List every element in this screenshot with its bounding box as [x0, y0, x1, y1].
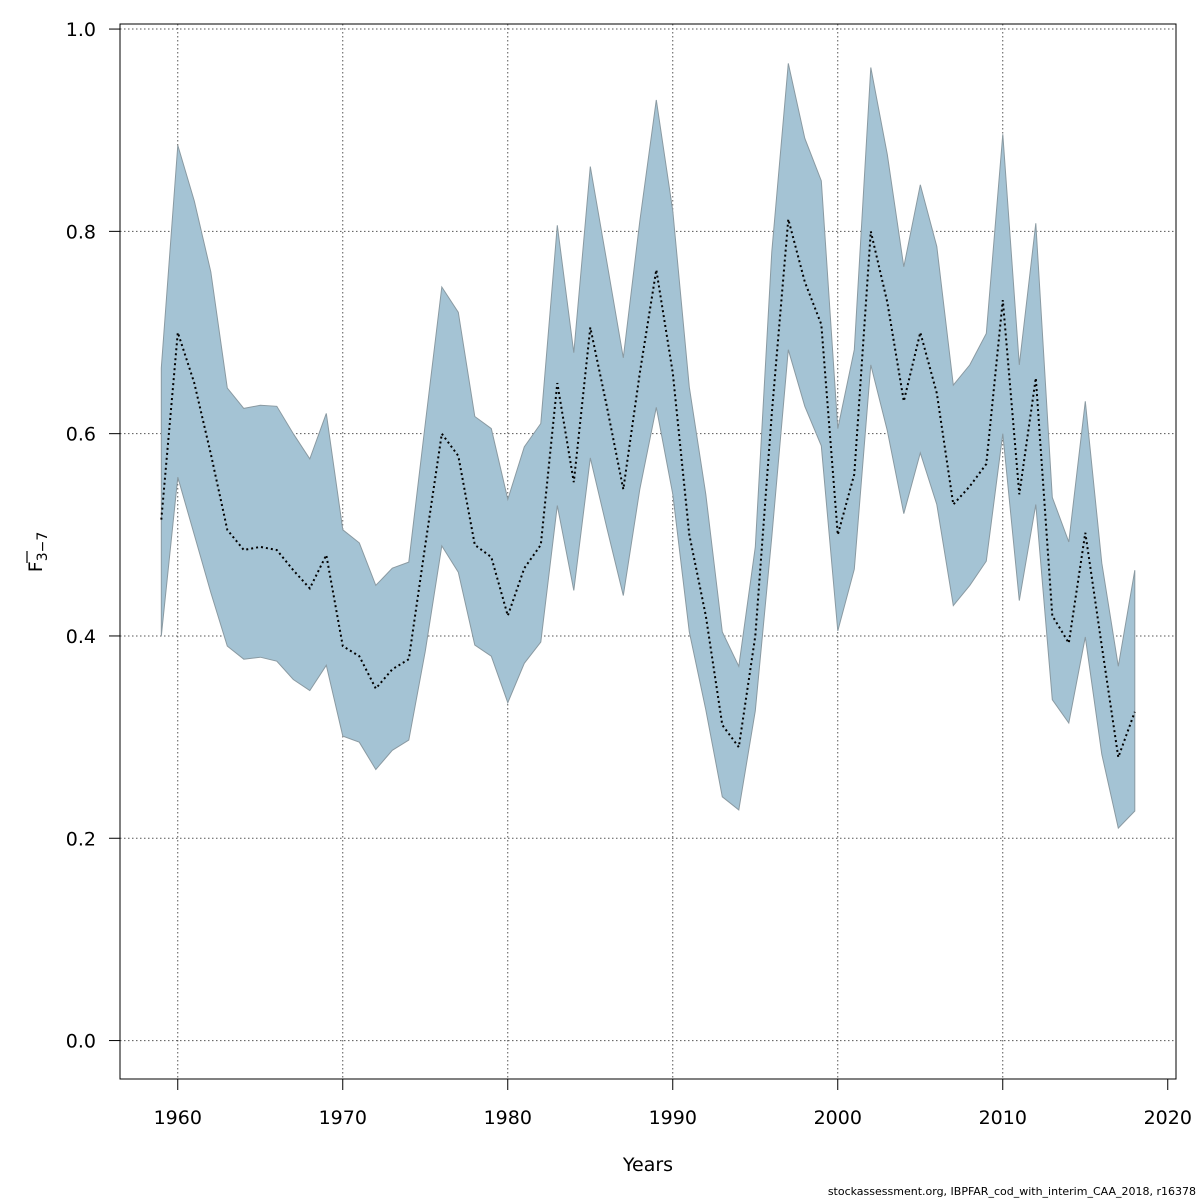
x-tick-label: 1970 — [319, 1107, 367, 1129]
y-axis-title: F3−7 — [25, 532, 51, 572]
x-tick-label: 2010 — [979, 1107, 1027, 1129]
x-tick-label: 2000 — [814, 1107, 862, 1129]
x-tick-label: 1990 — [649, 1107, 697, 1129]
y-tick-label: 0.4 — [66, 626, 96, 648]
estimate-line — [160, 218, 1136, 758]
y-tick-label: 0.6 — [66, 424, 96, 446]
x-tick-label: 1980 — [484, 1107, 532, 1129]
x-tick-label: 1960 — [154, 1107, 202, 1129]
y-tick-label: 0.8 — [66, 221, 96, 243]
y-tick-label: 1.0 — [66, 19, 96, 41]
y-axis-title-subscript: 3−7 — [35, 532, 51, 562]
y-tick-label: 0.2 — [66, 828, 96, 850]
footer-note: stockassessment.org, IBPFAR_cod_with_int… — [827, 1185, 1196, 1198]
x-axis-title: Years — [622, 1154, 673, 1176]
y-axis-title-text: F3−7 — [25, 532, 51, 572]
confidence-band — [160, 63, 1136, 830]
y-axis-title-main: F — [25, 561, 47, 572]
x-tick-label: 2020 — [1144, 1107, 1192, 1129]
y-tick-label: 0.0 — [66, 1031, 96, 1053]
axes: 1960 1970 1980 1990 2000 2010 2020 0.0 0.2 0.4 0.6… — [66, 19, 1192, 1129]
